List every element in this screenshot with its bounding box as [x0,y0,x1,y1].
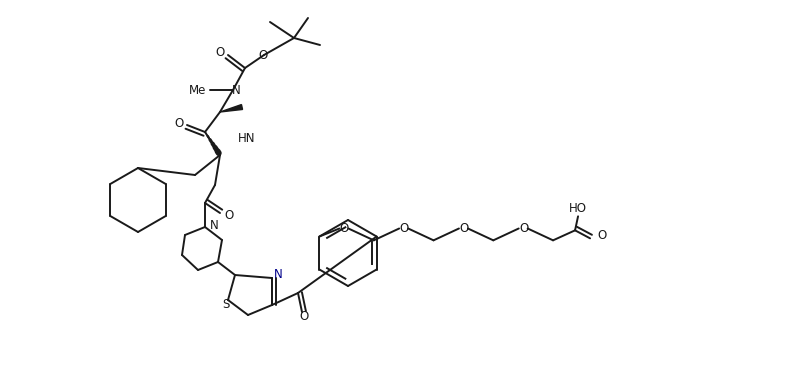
Text: O: O [340,222,349,235]
Text: N: N [274,269,283,282]
Text: O: O [216,45,225,59]
Text: S: S [222,299,230,311]
Text: O: O [299,310,309,323]
Text: N: N [210,218,219,231]
Text: O: O [175,117,184,130]
Text: HO: HO [569,202,587,215]
Text: O: O [597,229,606,242]
Text: O: O [400,222,409,235]
Text: N: N [232,83,240,97]
Text: HN: HN [238,131,255,145]
Text: O: O [224,208,233,221]
Text: Me: Me [188,83,206,97]
Text: O: O [519,222,528,235]
Text: O: O [258,48,268,62]
Polygon shape [220,104,243,112]
Text: O: O [459,222,469,235]
